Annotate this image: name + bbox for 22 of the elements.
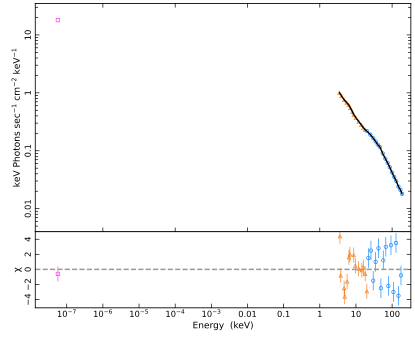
x-tick-label: 10$^{−7}$ bbox=[58, 309, 76, 317]
y-axis-title: keV Photons sec$^{−1}$ cm$^{−2}$ keV$^{−1}$ bbox=[12, 48, 20, 187]
y-tick-label: −4 bbox=[24, 294, 31, 305]
x-axis-title: Energy (keV) bbox=[193, 321, 253, 330]
x-tick-label: 0.01 bbox=[238, 310, 256, 318]
y-tick-label: 0 bbox=[24, 267, 31, 272]
y-tick-label: 10 bbox=[24, 30, 31, 40]
x-tick-label: 10 bbox=[352, 310, 361, 318]
x-tick-label: 1 bbox=[318, 310, 322, 317]
x-tick-label: 100 bbox=[385, 310, 400, 318]
y-tick-label: −2 bbox=[24, 279, 31, 290]
y-axis-title: χ bbox=[14, 267, 22, 272]
x-tick-label: 10$^{−6}$ bbox=[94, 309, 112, 317]
y-tick-label: 1 bbox=[24, 90, 31, 95]
y-tick-label: 0.1 bbox=[24, 144, 31, 157]
x-tick-label: 0.1 bbox=[278, 310, 290, 318]
x-tick-label: 10$^{−4}$ bbox=[166, 309, 184, 317]
y-tick-label: 2 bbox=[24, 252, 31, 256]
x-tick-label: 10$^{−3}$ bbox=[202, 309, 220, 317]
y-tick-label: 0.01 bbox=[24, 200, 31, 218]
y-tick-label: 4 bbox=[24, 237, 31, 242]
x-tick-label: 10$^{−5}$ bbox=[130, 309, 148, 317]
